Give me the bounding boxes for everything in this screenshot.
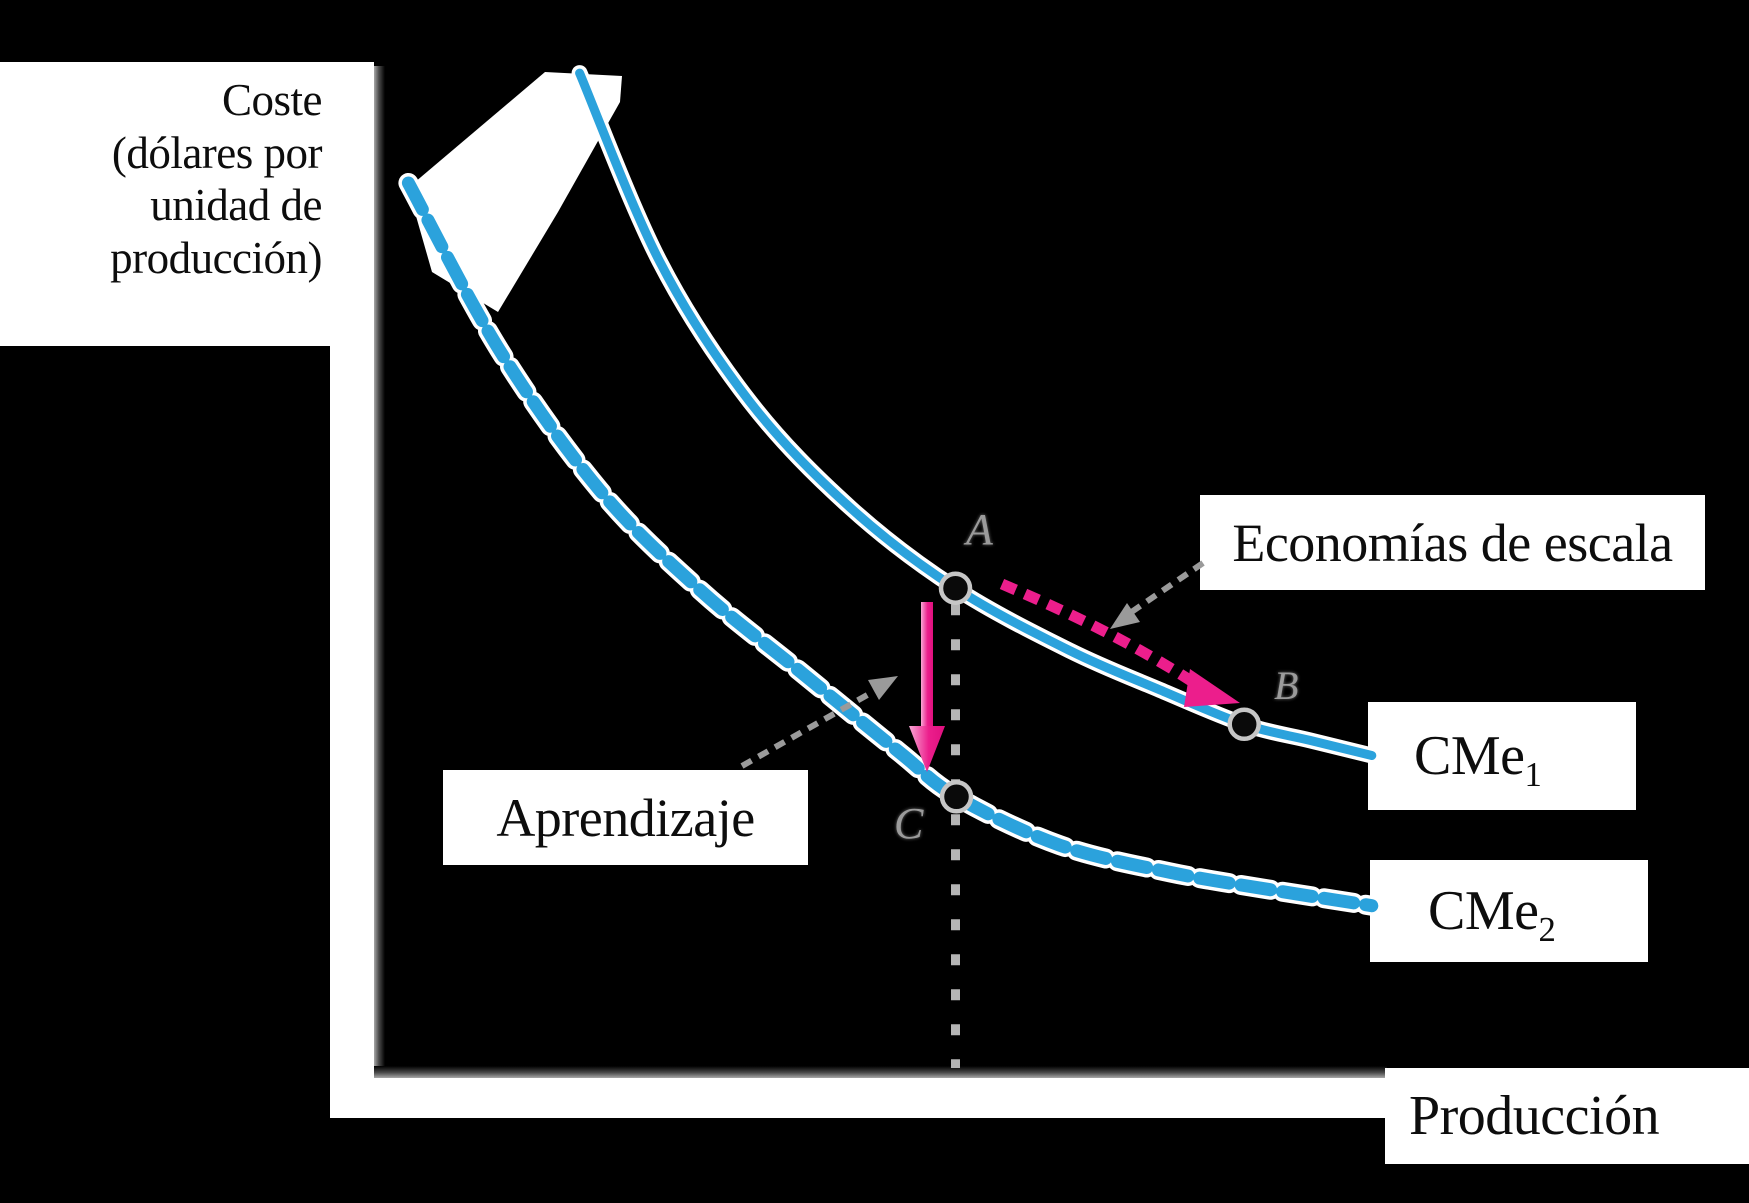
point-label-a: A [966, 505, 993, 554]
point-label-c: C [894, 799, 924, 848]
learning-pointer-line [740, 687, 878, 769]
y-axis-bar [330, 62, 374, 1118]
x-axis-label: Producción [1385, 1068, 1749, 1164]
point-marker-a [938, 571, 973, 605]
y-axis-label-line4: producción) [110, 232, 322, 283]
y-axis-line [374, 66, 385, 1072]
learning-pointer-head [868, 676, 898, 700]
x-axis-bar [330, 1078, 1387, 1118]
learning-arrow-shaft [921, 602, 933, 726]
learning-text: Aprendizaje [496, 787, 755, 848]
curve-label-cme2: CMe2 [1370, 860, 1648, 962]
economies-pointer-line [1128, 560, 1205, 616]
economies-arrow-curve [999, 578, 1199, 689]
economies-of-scale-label: Economías de escala [1200, 495, 1705, 590]
point-marker-c [939, 780, 974, 814]
cme1-curve [575, 68, 1377, 760]
x-axis-line [374, 1066, 1387, 1078]
cme1-text: CMe1 [1414, 725, 1542, 795]
y-axis-label-line1: Coste [221, 75, 323, 125]
y-axis-label: Coste (dólares por unidad de producción) [0, 62, 336, 346]
learning-label: Aprendizaje [443, 770, 808, 865]
point-marker-b [1227, 707, 1261, 742]
y-axis-label-line3: unidad de [150, 180, 322, 231]
y-axis-label-line2: (dólares por [111, 127, 323, 178]
curve-label-cme1: CMe1 [1368, 702, 1636, 810]
cme1-curve-halo [571, 65, 1380, 764]
learning-arrow-head [909, 726, 945, 772]
x-axis-label-text: Producción [1409, 1085, 1660, 1147]
economies-pointer-head [1110, 603, 1140, 629]
economies-arrow-head [1184, 669, 1240, 707]
economies-of-scale-text: Economías de escala [1232, 512, 1673, 573]
point-label-b: B [1274, 663, 1299, 708]
highlight-band [408, 72, 622, 312]
cme2-text: CMe2 [1428, 880, 1556, 950]
